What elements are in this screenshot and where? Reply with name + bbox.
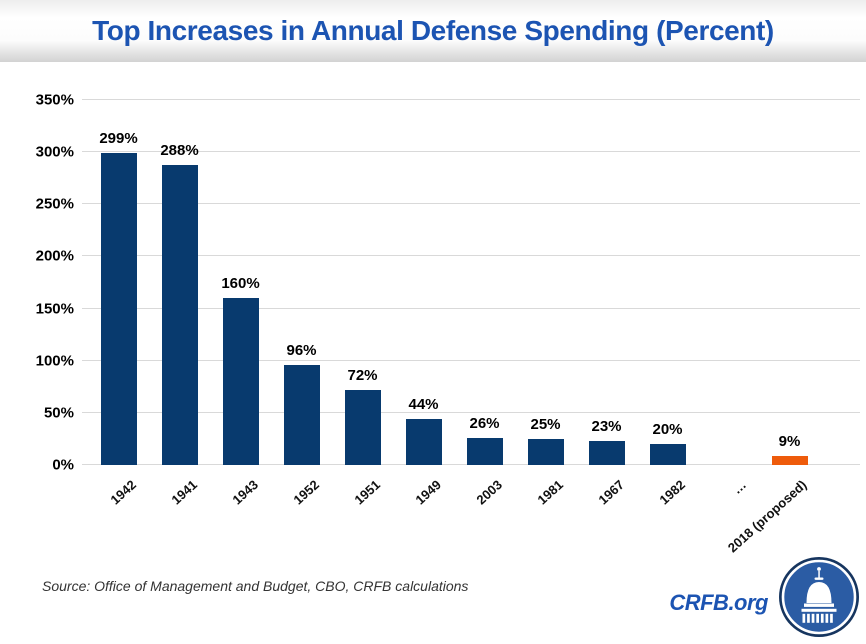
y-tick-label: 50% — [43, 404, 74, 422]
bars: 299% 288% 160% 96% 72% 44% 26% 25% 23% 20% 9% — [88, 100, 820, 465]
bar-value-label: 9% — [778, 432, 801, 450]
x-tick-label: 1943 — [229, 477, 261, 508]
bar-value-label: 23% — [591, 418, 622, 436]
bar-slot: 20% — [637, 100, 698, 465]
x-slot: 1949 — [393, 471, 454, 586]
bar-value-label: 299% — [99, 130, 138, 148]
y-tick-label: 250% — [35, 195, 74, 213]
bar-slot — [698, 100, 759, 465]
bar — [405, 419, 442, 465]
gridline — [82, 411, 860, 413]
source-note: Source: Office of Management and Budget,… — [42, 578, 469, 594]
y-tick-label: 200% — [35, 247, 74, 265]
header: Top Increases in Annual Defense Spending… — [0, 0, 866, 62]
bar-slot: 44% — [393, 100, 454, 465]
gridline — [82, 203, 860, 205]
bar — [527, 438, 564, 465]
bar-slot: 25% — [515, 100, 576, 465]
bar — [344, 389, 381, 465]
x-slot: 1941 — [149, 471, 210, 586]
gridline — [82, 359, 860, 361]
brand: CRFB.org — [669, 556, 860, 638]
bar — [588, 441, 625, 465]
x-tick-label: 1941 — [168, 477, 200, 508]
bar-slot: 26% — [454, 100, 515, 465]
y-tick-label: 350% — [35, 91, 74, 109]
bar-value-label: 288% — [160, 141, 199, 159]
bar-slot: 23% — [576, 100, 637, 465]
x-slot: 2003 — [454, 471, 515, 586]
y-tick-label: 100% — [35, 352, 74, 370]
x-tick-label: 2003 — [473, 477, 505, 508]
bar — [222, 298, 259, 465]
x-tick-label: 1951 — [351, 477, 383, 508]
bar — [771, 455, 808, 465]
x-slot: 1942 — [88, 471, 149, 586]
x-slot: 1981 — [515, 471, 576, 586]
y-tick-label: 0% — [52, 456, 74, 474]
bar-value-label: 25% — [530, 415, 561, 433]
bar-slot: 9% — [759, 100, 820, 465]
bar-value-label: 96% — [286, 341, 317, 359]
x-slot: 1952 — [271, 471, 332, 586]
chart-title: Top Increases in Annual Defense Spending… — [92, 15, 774, 46]
bar-value-label: 44% — [408, 396, 439, 414]
bar-value-label: 20% — [652, 421, 683, 439]
bar-value-label: 26% — [469, 414, 500, 432]
y-tick-label: 150% — [35, 300, 74, 318]
x-tick-label: … — [728, 477, 749, 497]
x-tick-label: 1982 — [656, 477, 688, 508]
bar — [649, 444, 686, 465]
bar — [161, 164, 198, 465]
y-axis: 0% 50% 100% 150% 200% 250% 300% 350% — [0, 93, 74, 473]
x-tick-label: 1942 — [107, 477, 139, 508]
x-tick-label: 1981 — [534, 477, 566, 508]
x-slot: 1967 — [576, 471, 637, 586]
bar-slot: 96% — [271, 100, 332, 465]
bar — [100, 153, 137, 465]
x-tick-label: 1967 — [595, 477, 627, 508]
gridline — [82, 151, 860, 153]
bar-slot: 160% — [210, 100, 271, 465]
bar-value-label: 160% — [221, 275, 260, 293]
bar — [283, 364, 320, 465]
bar-slot: 288% — [149, 100, 210, 465]
x-slot: 1951 — [332, 471, 393, 586]
gridline — [82, 307, 860, 309]
gridline — [82, 99, 860, 100]
x-slot: 1943 — [210, 471, 271, 586]
capitol-dome-icon — [778, 556, 860, 638]
bar-value-label: 72% — [347, 366, 378, 384]
y-tick-label: 300% — [35, 143, 74, 161]
plot-area: 299% 288% 160% 96% 72% 44% 26% 25% 23% 20% 9% — [82, 99, 860, 465]
bar-slot: 72% — [332, 100, 393, 465]
x-tick-label: 1949 — [412, 477, 444, 508]
bar-slot: 299% — [88, 100, 149, 465]
bar — [466, 437, 503, 465]
x-tick-label: 1952 — [290, 477, 322, 508]
crfb-wordmark: CRFB.org — [669, 590, 768, 615]
gridline — [82, 255, 860, 257]
